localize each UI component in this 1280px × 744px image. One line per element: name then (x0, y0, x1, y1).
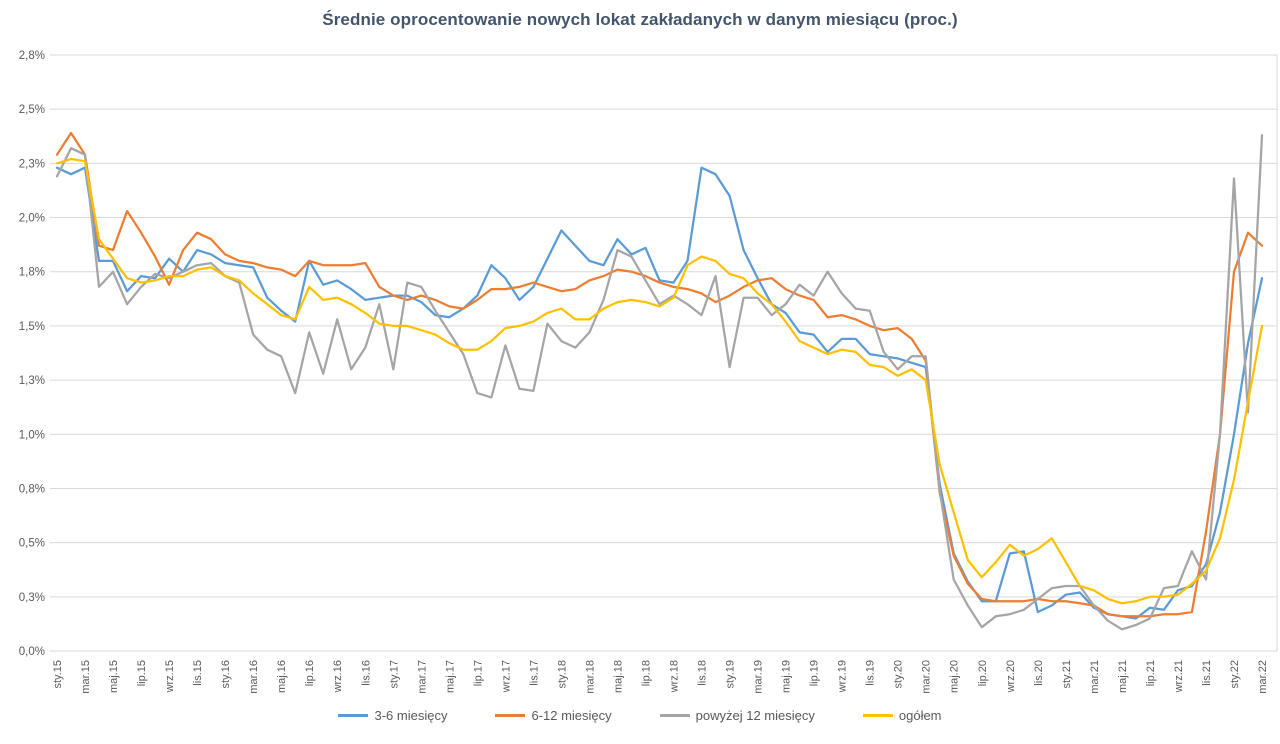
x-axis-tick-label: mar.16 (248, 660, 260, 694)
x-axis-tick-label: mar.19 (753, 660, 765, 694)
y-axis-tick-label: 1,5% (19, 321, 45, 333)
x-axis-tick-label: lip.19 (809, 660, 821, 686)
chart-legend: 3-6 miesięcy 6-12 miesięcy powyżej 12 mi… (0, 708, 1280, 723)
y-axis-tick-label: 0,0% (19, 646, 45, 658)
legend-line-swatch (659, 714, 690, 717)
x-axis-tick-label: sty.15 (52, 660, 64, 689)
x-axis-tick-label: lip.16 (304, 660, 316, 686)
legend-line-swatch (495, 714, 526, 717)
x-axis-tick-label: maj.20 (949, 660, 961, 693)
x-axis-tick-label: mar.18 (584, 660, 596, 694)
y-axis-tick-label: 1,3% (19, 375, 45, 387)
chart-title: Średnie oprocentowanie nowych lokat zakł… (322, 10, 958, 29)
x-axis-tick-label: maj.16 (276, 660, 288, 693)
y-axis-tick-label: 0,5% (19, 538, 45, 550)
x-axis-tick-label: wrz.20 (1005, 660, 1017, 693)
x-axis-tick-label: sty.17 (388, 660, 400, 689)
y-axis-tick-label: 0,3% (19, 592, 45, 604)
x-axis-tick-label: sty.19 (725, 660, 737, 689)
x-axis-tick-label: lis.21 (1201, 660, 1213, 686)
x-axis-tick-label: wrz.21 (1173, 660, 1185, 693)
legend-label: 6-12 miesięcy (531, 708, 612, 723)
x-axis-tick-label: lis.17 (528, 660, 540, 686)
series-line-powy-ej-12-miesi-cy (55, 134, 1264, 631)
x-axis-tick-label: lis.19 (865, 660, 877, 686)
x-axis-tick-label: sty.16 (220, 660, 232, 689)
x-axis-tick-label: lis.18 (697, 660, 709, 686)
x-axis-tick-label: lis.16 (360, 660, 372, 686)
x-axis-tick-label: sty.22 (1229, 660, 1241, 689)
x-axis-tick-label: mar.20 (921, 660, 933, 694)
x-axis-tick-label: maj.21 (1117, 660, 1129, 693)
x-axis-tick-label: mar.17 (416, 660, 428, 694)
y-axis-tick-label: 2,8% (19, 50, 45, 62)
x-axis-tick-label: lip.17 (472, 660, 484, 686)
x-axis-tick-label: lis.15 (192, 660, 204, 686)
y-axis-tick-label: 1,8% (19, 267, 45, 279)
x-axis-tick-label: wrz.18 (669, 660, 681, 693)
x-axis-tick-label: lip.21 (1145, 660, 1157, 686)
series-line-3-6-miesi-cy (55, 166, 1264, 620)
x-axis-tick-label: wrz.16 (332, 660, 344, 693)
y-axis-tick-label: 1,0% (19, 429, 45, 441)
x-axis-tick-label: sty.18 (556, 660, 568, 689)
x-axis-tick-label: mar.21 (1089, 660, 1101, 694)
x-axis-tick-label: sty.21 (1061, 660, 1073, 689)
x-axis-tick-label: sty.20 (893, 660, 905, 689)
legend-line-swatch (862, 714, 893, 717)
legend-item-6-12-miesiecy: 6-12 miesięcy (495, 708, 612, 723)
x-axis-tick-label: wrz.17 (500, 660, 512, 693)
legend-item-3-6-miesiecy: 3-6 miesięcy (338, 708, 447, 723)
x-axis-tick-label: maj.15 (108, 660, 120, 693)
x-axis-tick-label: mar.22 (1257, 660, 1269, 694)
legend-label: ogółem (898, 708, 942, 723)
x-axis-tick-label: wrz.19 (837, 660, 849, 693)
x-axis-tick-label: maj.19 (781, 660, 793, 693)
x-axis-tick-label: lip.15 (136, 660, 148, 686)
legend-label: 3-6 miesięcy (374, 708, 448, 723)
y-axis-tick-label: 2,0% (19, 213, 45, 225)
x-axis-tick-label: maj.17 (444, 660, 456, 693)
x-axis-tick-label: lis.20 (1033, 660, 1045, 686)
y-axis-tick-label: 0,8% (19, 483, 45, 495)
x-axis-tick-label: maj.18 (612, 660, 624, 693)
x-axis-tick-label: wrz.15 (164, 660, 176, 693)
x-axis-tick-label: mar.15 (80, 660, 92, 694)
x-axis-tick-label: lip.18 (640, 660, 652, 686)
legend-item-ogolem: ogółem (862, 708, 942, 723)
legend-line-swatch (338, 714, 369, 717)
legend-label: powyżej 12 miesięcy (695, 708, 815, 723)
y-axis-tick-label: 2,5% (19, 104, 45, 116)
series-line-6-12-miesi-cy (55, 131, 1264, 618)
legend-item-powyzej-12-miesiecy: powyżej 12 miesięcy (659, 708, 815, 723)
series-line-og-em (55, 157, 1264, 605)
y-axis-tick-label: 2,3% (19, 158, 45, 170)
x-axis-tick-label: lip.20 (977, 660, 989, 686)
